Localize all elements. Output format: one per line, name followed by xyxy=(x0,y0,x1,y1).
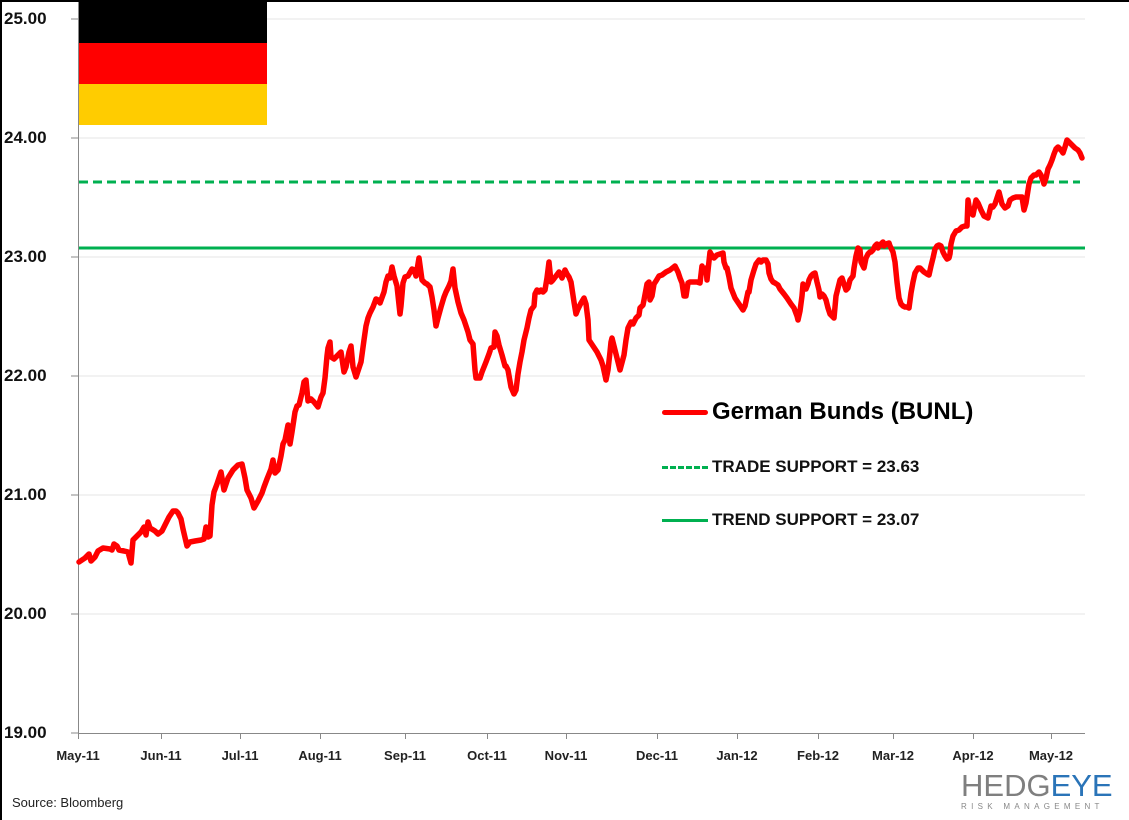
x-tick-label: Jun-11 xyxy=(140,748,182,763)
x-tick-label: Nov-11 xyxy=(544,748,588,763)
x-tick-label: Apr-12 xyxy=(952,748,994,763)
x-tick-label: May-11 xyxy=(56,748,100,763)
flag-stripe-gold xyxy=(79,84,267,125)
germany-flag-icon xyxy=(79,2,267,125)
brand-tagline: RISK MANAGEMENT xyxy=(961,802,1104,811)
x-tick-label: Aug-11 xyxy=(298,748,342,763)
x-tick-label: May-12 xyxy=(1028,748,1074,763)
flag-stripe-black xyxy=(79,2,267,43)
legend-label: TREND SUPPORT = 23.07 xyxy=(712,510,920,529)
x-tick-label: Feb-12 xyxy=(797,748,839,763)
legend-label: German Bunds (BUNL) xyxy=(712,398,974,425)
y-tick-label: 20.00 xyxy=(4,604,47,623)
y-tick-label: 19.00 xyxy=(4,723,47,742)
brand-hedg: HEDG xyxy=(961,768,1051,803)
brand-wordmark: HEDGEYE xyxy=(961,770,1113,801)
legend-swatch-dashed-green xyxy=(662,465,708,469)
legend-swatch-solid-green xyxy=(662,518,708,522)
x-tick-label: Jul-11 xyxy=(221,748,259,763)
y-tick-label: 21.00 xyxy=(4,485,47,504)
y-tick-label: 23.00 xyxy=(4,247,47,266)
frame-top-border xyxy=(0,0,1129,2)
y-tick-label: 22.00 xyxy=(4,366,47,385)
y-tick-label: 24.00 xyxy=(4,128,47,147)
x-tick-label: Mar-12 xyxy=(872,748,914,763)
legend-item-trade-support: TRADE SUPPORT = 23.63 xyxy=(662,457,919,477)
y-tick-label: 25.00 xyxy=(4,9,47,28)
x-tick-label: Sep-11 xyxy=(384,748,426,763)
frame-left-border xyxy=(0,0,2,820)
legend-label: TRADE SUPPORT = 23.63 xyxy=(712,457,920,476)
legend-swatch-red-line xyxy=(662,409,708,415)
x-tick-label: Jan-12 xyxy=(716,748,758,763)
flag-stripe-red xyxy=(79,43,267,84)
brand-eye: EYE xyxy=(1050,768,1113,803)
legend-item-bunl: German Bunds (BUNL) xyxy=(662,398,973,426)
hedgeye-logo: HEDGEYE RISK MANAGEMENT xyxy=(961,770,1113,811)
gridlines xyxy=(79,18,1085,615)
x-tick-label: Oct-11 xyxy=(467,748,507,763)
x-tick-label: Dec-11 xyxy=(636,748,678,763)
source-note: Source: Bloomberg xyxy=(12,795,124,810)
legend-item-trend-support: TREND SUPPORT = 23.07 xyxy=(662,510,919,530)
bunl-series-line xyxy=(76,137,1085,566)
axes xyxy=(71,2,1085,739)
